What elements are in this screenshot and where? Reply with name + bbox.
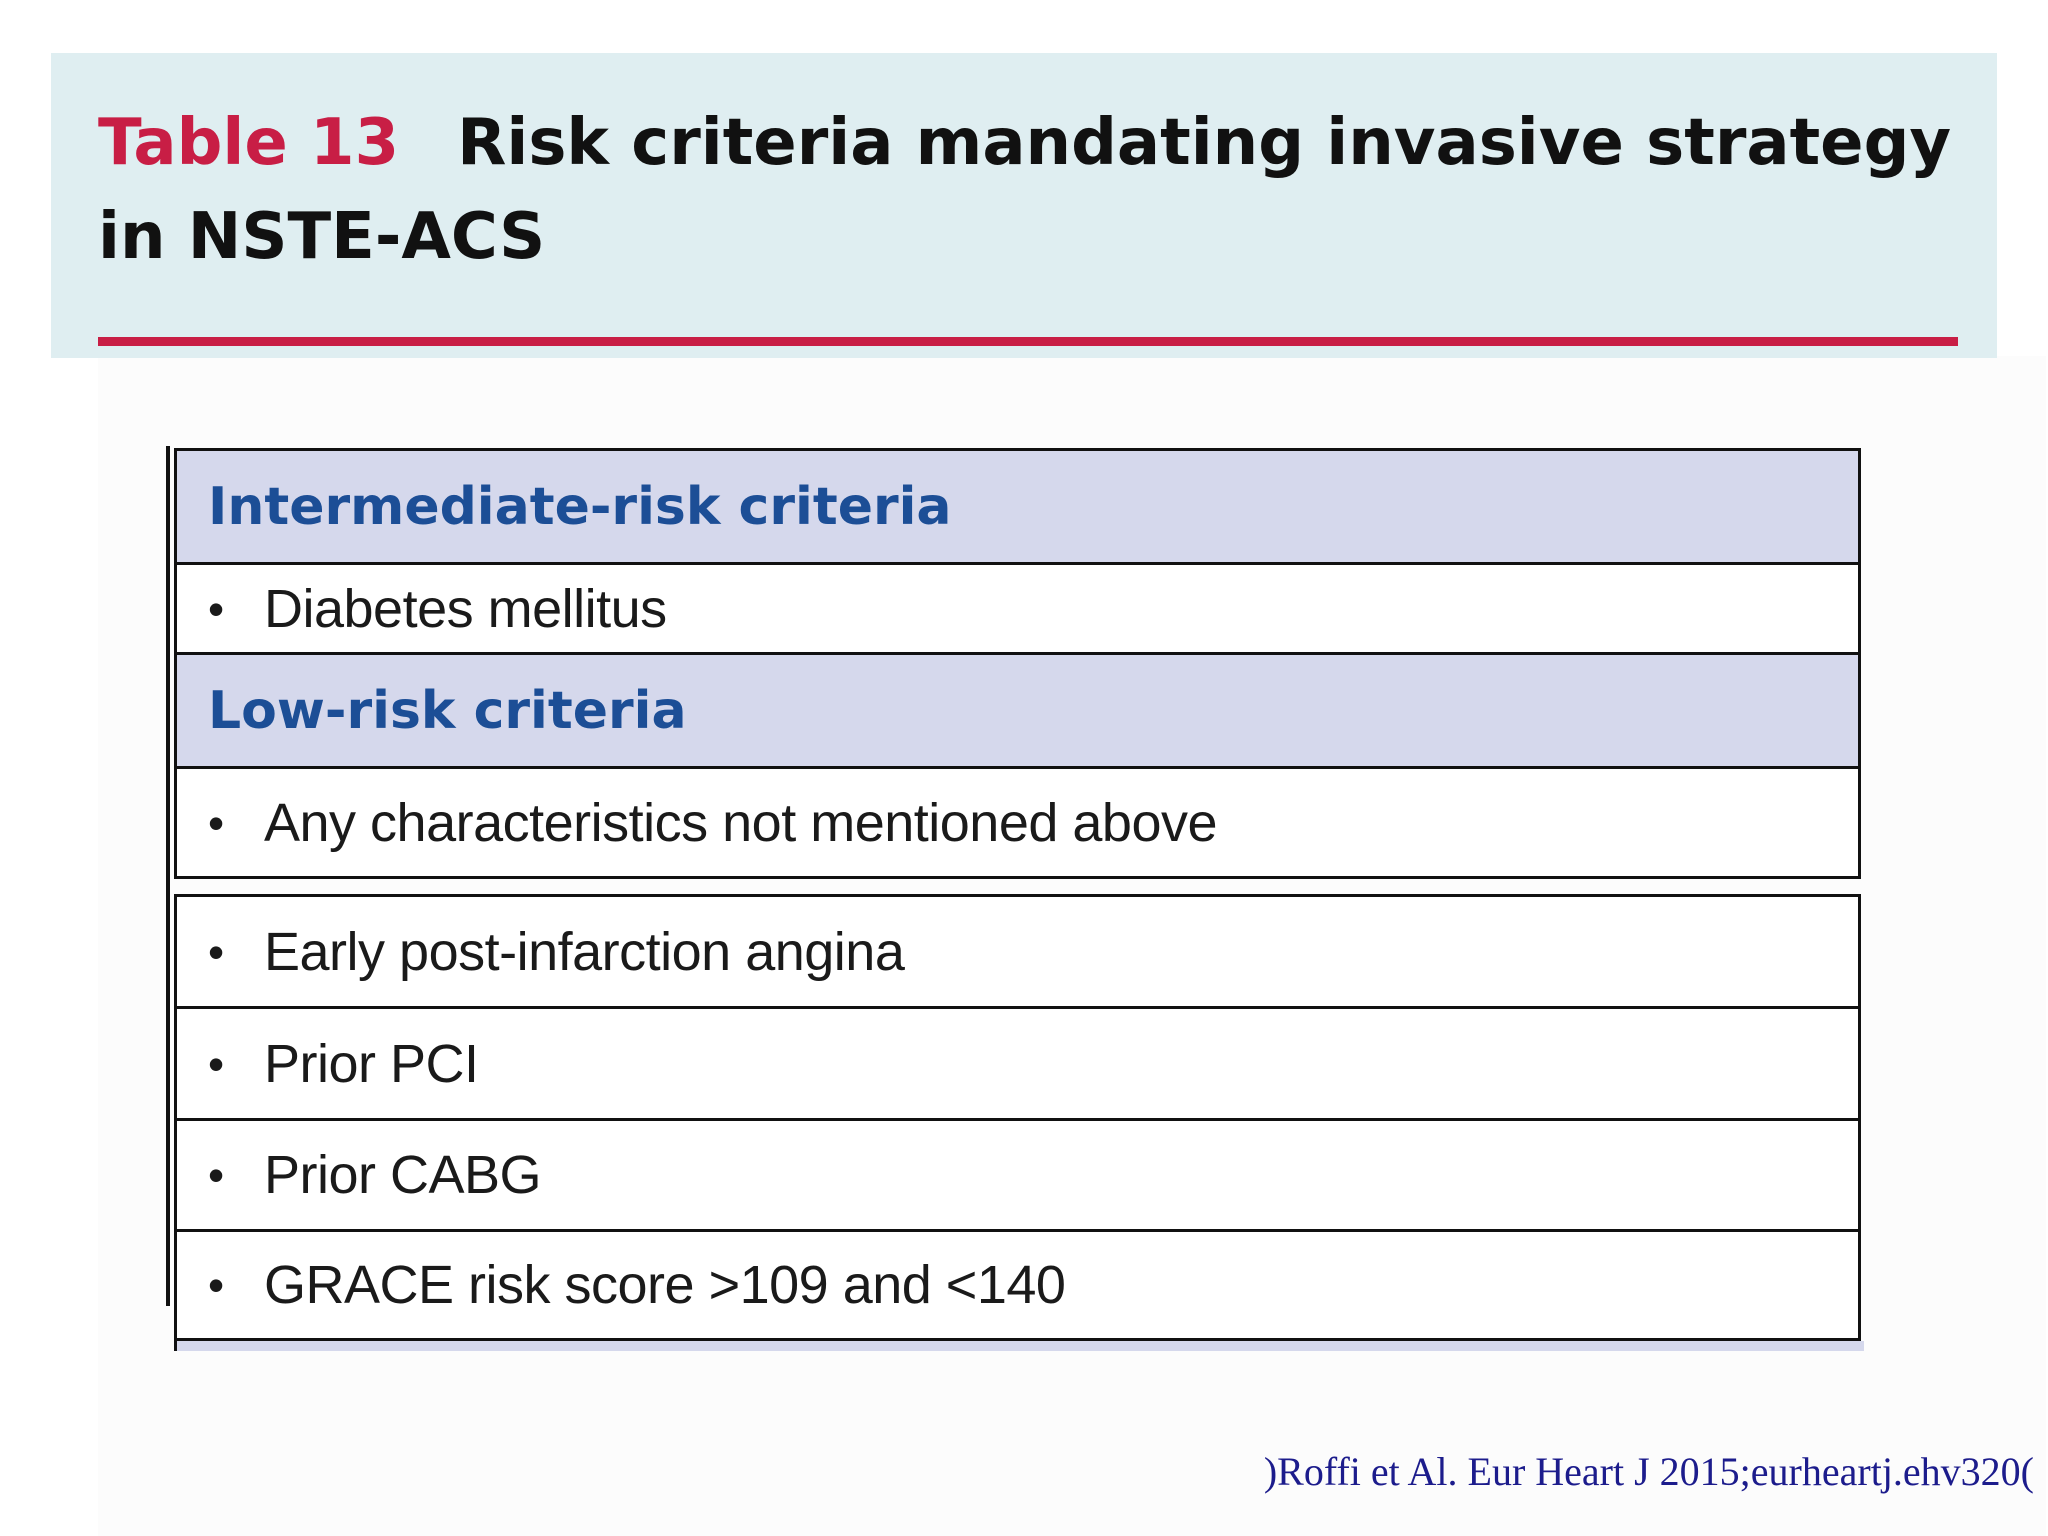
- bullet-icon: •: [208, 1149, 225, 1201]
- list-item: • Prior PCI: [177, 1006, 1858, 1118]
- table-title: Table 13 Risk criteria mandating invasive…: [98, 96, 1978, 284]
- bullet-icon: •: [208, 925, 225, 978]
- list-item: • Diabetes mellitus: [177, 562, 1858, 652]
- item-early-post-infarction-angina: Early post-infarction angina: [264, 921, 905, 982]
- low-risk-label: Low-risk criteria: [208, 680, 687, 741]
- table-bottom-strip: [177, 1341, 1864, 1351]
- list-item: • Early post-infarction angina: [177, 894, 1858, 1006]
- criteria-block-secondary: • Early post-infarction angina • Prior P…: [174, 894, 1864, 1351]
- list-item: • Prior CABG: [177, 1118, 1858, 1229]
- low-item-any-characteristics: Any characteristics not mentioned above: [264, 792, 1218, 853]
- intermediate-item-diabetes: Diabetes mellitus: [264, 578, 667, 639]
- source-citation: )Roffi et Al. Eur Heart J 2015;eurheartj…: [1263, 1449, 2034, 1494]
- item-grace-risk-score: GRACE risk score >109 and <140: [264, 1255, 1066, 1315]
- list-item: • GRACE risk score >109 and <140: [177, 1229, 1858, 1341]
- intermediate-risk-label: Intermediate-risk criteria: [208, 476, 952, 537]
- title-band: [51, 53, 1997, 358]
- title-divider: [98, 337, 1958, 346]
- table-title-text: Risk criteria mandating invasive strateg…: [98, 106, 1952, 274]
- item-prior-cabg: Prior CABG: [264, 1145, 542, 1205]
- table-left-margin-line: [166, 446, 170, 1306]
- bullet-icon: •: [208, 1259, 225, 1311]
- item-prior-pci: Prior PCI: [264, 1033, 479, 1094]
- bullet-icon: •: [208, 582, 225, 635]
- list-item: • Any characteristics not mentioned abov…: [177, 766, 1858, 879]
- table-number: Table 13: [98, 106, 400, 180]
- low-risk-header: Low-risk criteria: [177, 652, 1858, 766]
- criteria-block-primary: Intermediate-risk criteria • Diabetes me…: [174, 448, 1861, 879]
- bullet-icon: •: [208, 796, 225, 849]
- bullet-icon: •: [208, 1037, 225, 1090]
- intermediate-risk-header: Intermediate-risk criteria: [177, 448, 1858, 562]
